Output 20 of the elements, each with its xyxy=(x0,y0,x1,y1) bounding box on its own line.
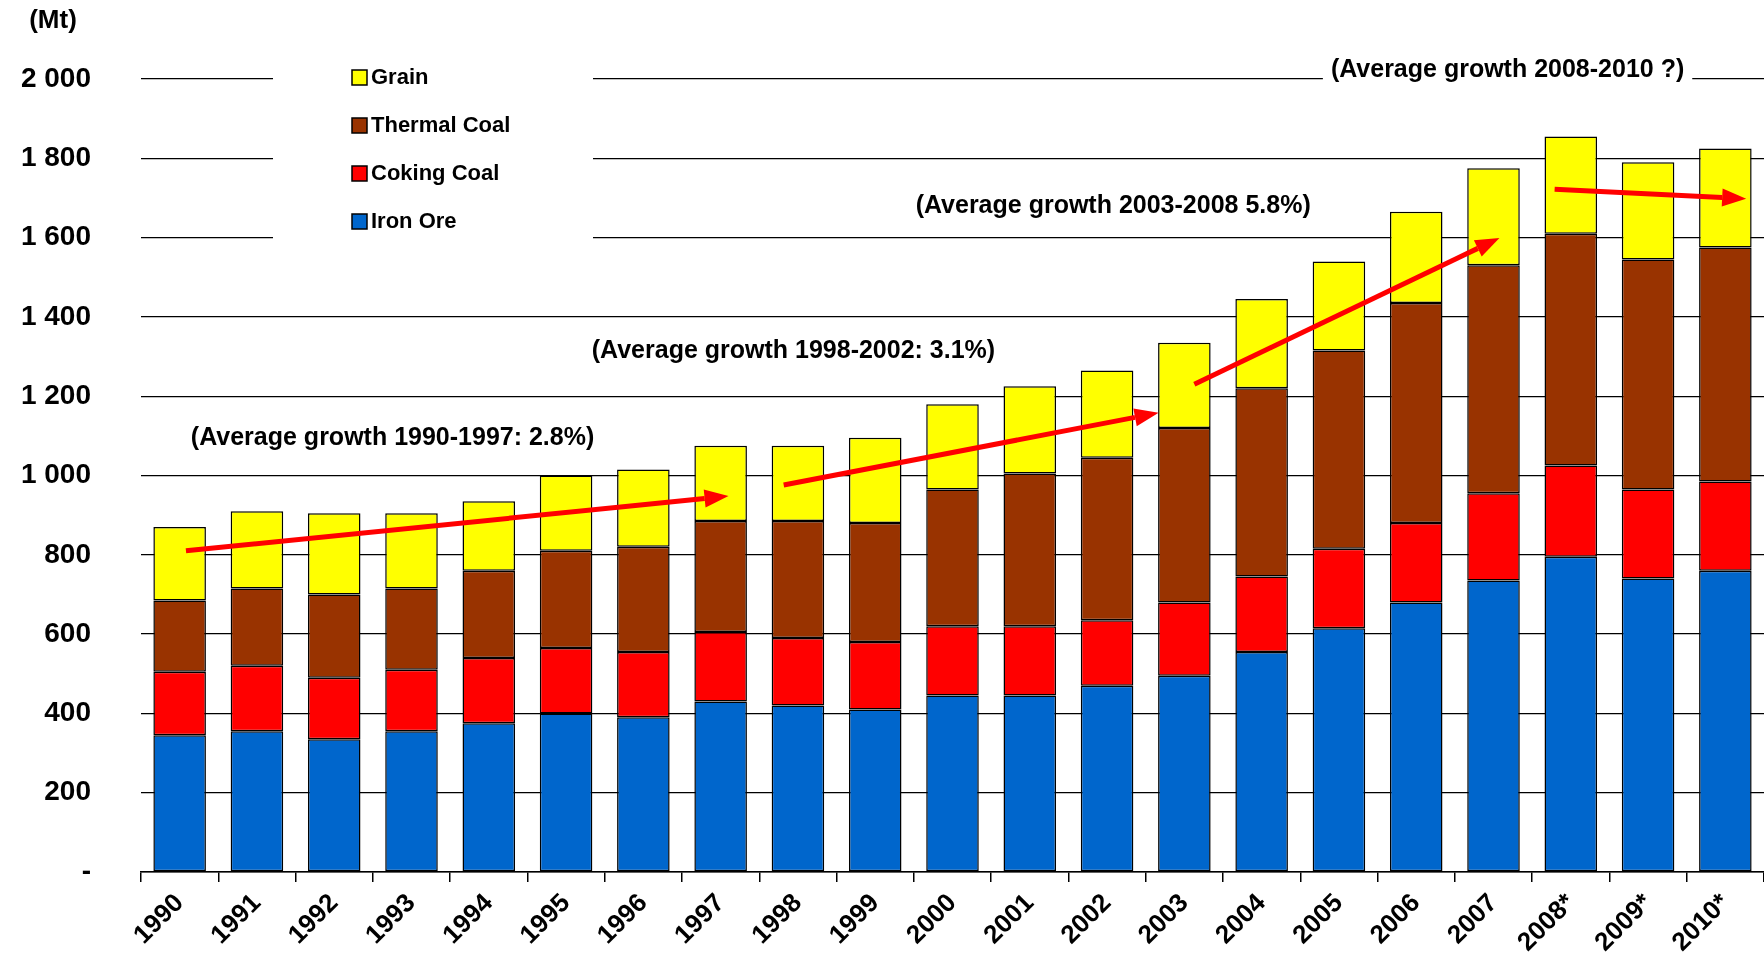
annotation: (Average growth 1998-2002: 3.1%) xyxy=(591,334,996,363)
legend-label: Iron Ore xyxy=(371,208,457,234)
y-axis-title: (Mt) xyxy=(29,4,77,35)
y-tick-label: 1 000 xyxy=(20,458,91,490)
annotation: (Average growth 2008-2010 ?) xyxy=(1330,54,1685,83)
y-tick-label: 1 800 xyxy=(20,141,91,173)
legend-label: Coking Coal xyxy=(371,160,500,186)
annotation: (Average growth 2003-2008 5.8%) xyxy=(915,189,1311,218)
legend-label: Thermal Coal xyxy=(371,112,511,138)
y-tick-label: - xyxy=(81,854,91,886)
y-tick-label: 200 xyxy=(44,775,91,807)
y-tick-label: 800 xyxy=(44,537,91,569)
legend-label: Grain xyxy=(371,64,429,90)
y-tick-label: 2 000 xyxy=(20,61,91,93)
y-tick-label: 1 200 xyxy=(20,378,91,410)
y-tick-label: 600 xyxy=(44,616,91,648)
y-tick-label: 1 600 xyxy=(20,220,91,252)
y-tick-label: 400 xyxy=(44,696,91,728)
y-tick-label: 1 400 xyxy=(20,299,91,331)
annotation: (Average growth 1990-1997: 2.8%) xyxy=(190,422,595,451)
